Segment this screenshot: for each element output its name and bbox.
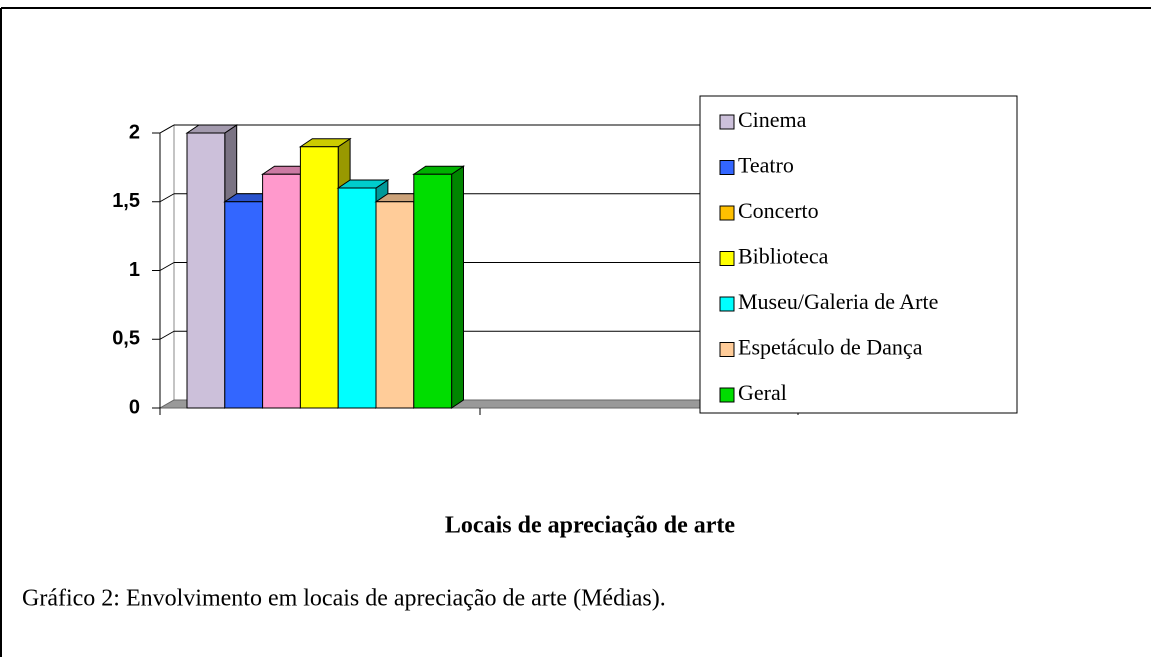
bar bbox=[262, 173, 301, 409]
bar bbox=[337, 187, 377, 409]
bar bbox=[375, 201, 415, 409]
legend-label: Biblioteca bbox=[738, 244, 829, 269]
bar bbox=[413, 173, 453, 409]
legend-label: Teatro bbox=[738, 153, 794, 178]
legend-marker bbox=[719, 160, 735, 175]
y-tick-label: 0,5 bbox=[112, 328, 140, 350]
bar bbox=[224, 201, 264, 409]
legend-marker bbox=[719, 387, 735, 403]
legend-marker bbox=[719, 114, 735, 130]
legend-marker bbox=[719, 205, 735, 221]
grid-line bbox=[159, 193, 175, 203]
legend-marker bbox=[719, 342, 735, 357]
grid-line bbox=[159, 330, 175, 340]
legend-marker bbox=[719, 296, 735, 312]
legend-label: Concerto bbox=[738, 198, 819, 223]
y-tick-label: 1,5 bbox=[112, 190, 140, 212]
grid-line bbox=[159, 262, 175, 271]
x-axis-label: Locais de apreciação de arte bbox=[445, 513, 736, 539]
grid-line bbox=[159, 124, 175, 134]
caption: Gráfico 2: Envolvimento em locais de apr… bbox=[22, 586, 666, 612]
legend-marker bbox=[719, 251, 735, 266]
y-tick-label: 0 bbox=[129, 396, 140, 418]
bar bbox=[299, 146, 339, 409]
y-tick-label: 2 bbox=[129, 121, 140, 143]
legend-label: Museu/Galeria de Arte bbox=[738, 289, 938, 314]
y-tick-label: 1 bbox=[129, 259, 140, 281]
legend-label: Espetáculo de Dança bbox=[738, 335, 923, 360]
bar-side bbox=[451, 165, 464, 409]
bar bbox=[186, 132, 226, 409]
legend-label: Geral bbox=[738, 380, 787, 405]
legend-label: Cinema bbox=[738, 107, 807, 132]
legend-box bbox=[699, 95, 1018, 414]
